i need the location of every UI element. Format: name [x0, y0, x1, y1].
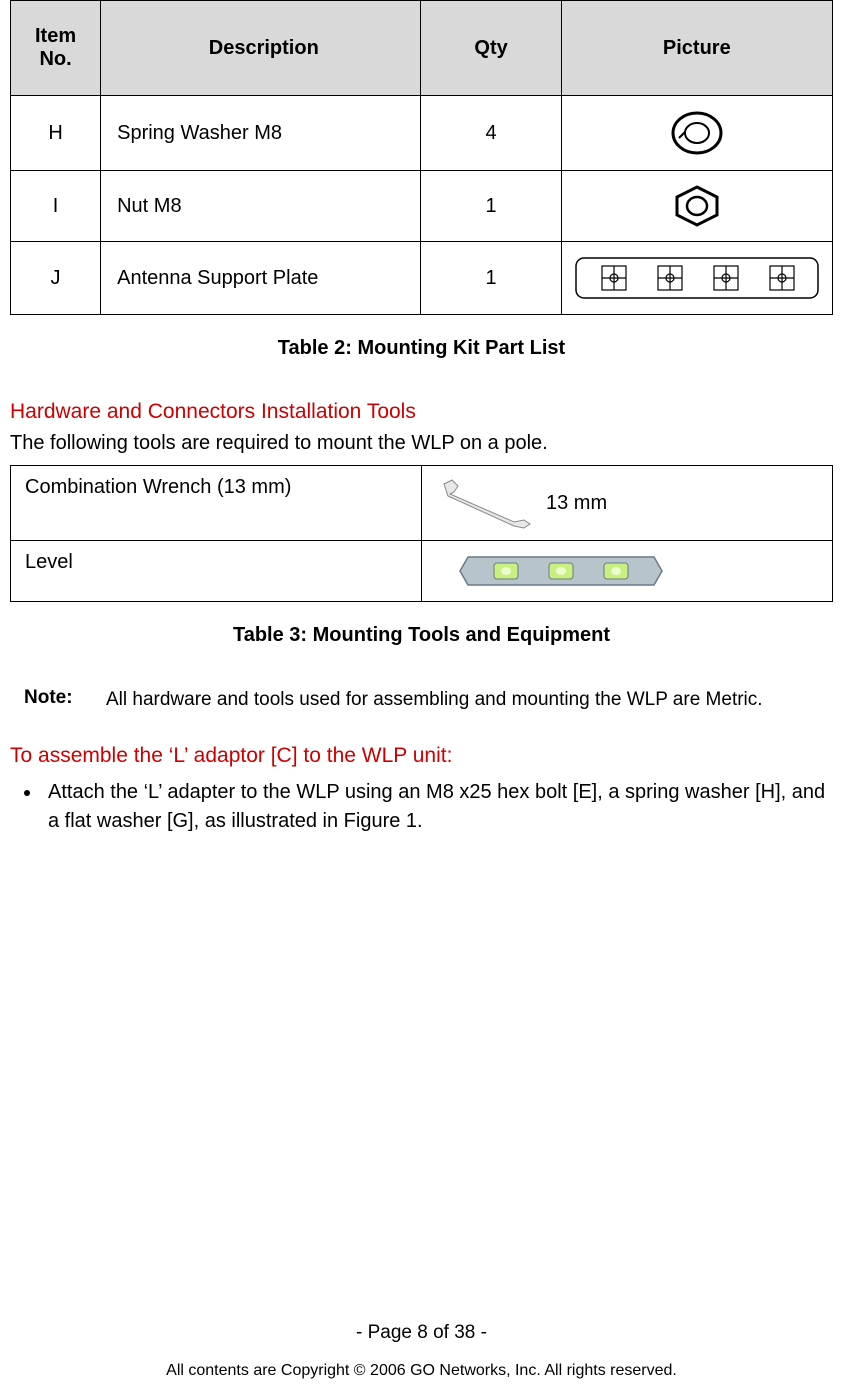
cell-qty: 1	[421, 171, 561, 242]
header-item-no: Item No.	[11, 1, 101, 96]
header-description: Description	[101, 1, 421, 96]
copyright-text: All contents are Copyright © 2006 GO Net…	[0, 1362, 843, 1380]
table-row: Level	[11, 541, 833, 602]
table-row: J Antenna Support Plate 1	[11, 242, 833, 315]
cell-item-no: I	[11, 171, 101, 242]
nut-icon	[667, 183, 727, 229]
cell-item-no: J	[11, 242, 101, 315]
tool-name: Level	[11, 541, 422, 602]
note-label: Note:	[24, 687, 88, 714]
cell-picture	[561, 242, 832, 315]
cell-description: Spring Washer M8	[101, 96, 421, 171]
parts-table: Item No. Description Qty Picture H Sprin…	[10, 0, 833, 315]
hardware-tools-intro: The following tools are required to moun…	[10, 432, 833, 455]
cell-qty: 4	[421, 96, 561, 171]
header-picture: Picture	[561, 1, 832, 96]
table-row: Combination Wrench (13 mm) 13 mm	[11, 466, 833, 541]
note-block: Note: All hardware and tools used for as…	[10, 687, 833, 714]
hardware-tools-heading: Hardware and Connectors Installation Too…	[10, 400, 833, 424]
page-number: - Page 8 of 38 -	[0, 1322, 843, 1344]
wrench-icon	[436, 476, 536, 530]
note-text: All hardware and tools used for assembli…	[106, 687, 763, 714]
cell-item-no: H	[11, 96, 101, 171]
parts-table-header-row: Item No. Description Qty Picture	[11, 1, 833, 96]
page-footer: - Page 8 of 38 - All contents are Copyri…	[0, 1322, 843, 1380]
tools-table: Combination Wrench (13 mm) 13 mm Level	[10, 465, 833, 602]
tool-name: Combination Wrench (13 mm)	[11, 466, 422, 541]
cell-description: Antenna Support Plate	[101, 242, 421, 315]
tool-picture	[422, 541, 833, 602]
wrench-size-label: 13 mm	[546, 492, 607, 515]
cell-description: Nut M8	[101, 171, 421, 242]
list-item: Attach the ‘L’ adapter to the WLP using …	[42, 778, 833, 836]
cell-picture	[561, 96, 832, 171]
support-plate-icon	[572, 254, 822, 302]
assemble-heading: To assemble the ‘L’ adaptor [C] to the W…	[10, 744, 833, 768]
table-row: H Spring Washer M8 4	[11, 96, 833, 171]
table-row: I Nut M8 1	[11, 171, 833, 242]
parts-table-caption: Table 2: Mounting Kit Part List	[10, 337, 833, 360]
assemble-steps: Attach the ‘L’ adapter to the WLP using …	[10, 778, 833, 836]
tool-picture: 13 mm	[422, 466, 833, 541]
level-icon	[456, 551, 666, 591]
cell-qty: 1	[421, 242, 561, 315]
tools-table-caption: Table 3: Mounting Tools and Equipment	[10, 624, 833, 647]
spring-washer-icon	[667, 108, 727, 158]
header-qty: Qty	[421, 1, 561, 96]
cell-picture	[561, 171, 832, 242]
